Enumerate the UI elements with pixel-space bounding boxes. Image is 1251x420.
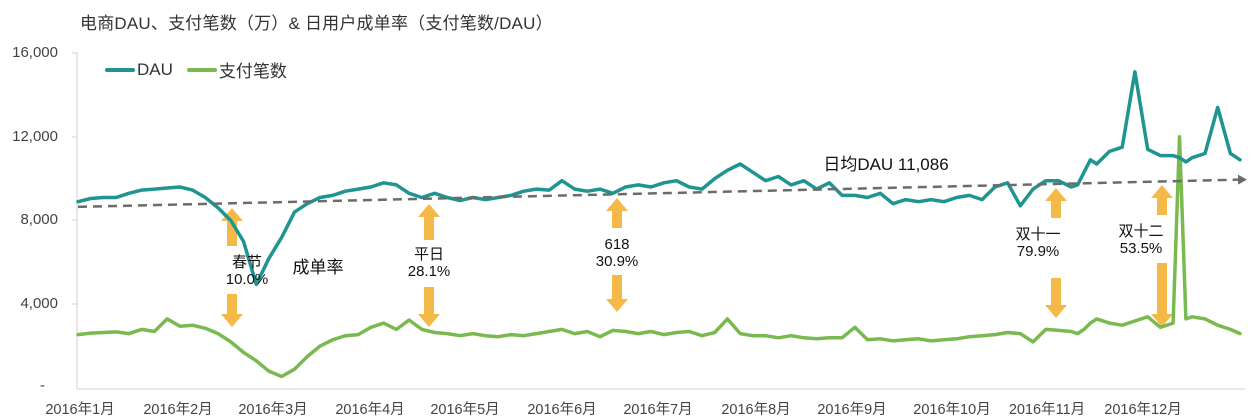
x-tick-mar: 2016年3月 <box>238 402 308 418</box>
annotation-618-name: 618 <box>604 236 630 253</box>
legend-label-dau: DAU <box>137 59 173 79</box>
x-tick-nov: 2016年11月 <box>1008 402 1086 418</box>
legend-item-dau: DAU <box>105 60 173 80</box>
annotation-spring-name: 春节 <box>231 254 263 271</box>
orange-arrow-icon <box>1151 185 1173 215</box>
orange-arrow-icon <box>221 294 243 327</box>
annotation-double12: 双十二 53.5% <box>1118 223 1163 257</box>
x-tick-feb: 2016年2月 <box>143 402 213 418</box>
x-tick-jul: 2016年7月 <box>623 402 693 418</box>
payments-series-line <box>76 135 1242 379</box>
x-tick-dec: 2016年12月 <box>1104 402 1182 418</box>
annotation-weekday-rate: 28.1% <box>407 263 451 280</box>
annotation-double11: 双十一 79.9% <box>1015 226 1060 260</box>
annotation-618: 618 30.9% <box>596 236 639 270</box>
payments-legend-swatch-icon <box>186 67 217 72</box>
dau-legend-swatch-icon <box>105 67 135 72</box>
legend-item-payments: 支付笔数 <box>186 57 287 82</box>
annotation-double11-rate: 79.9% <box>1016 243 1060 260</box>
x-tick-aug: 2016年8月 <box>721 402 791 418</box>
y-tick-16000: 16,000 <box>12 44 58 61</box>
chart-legend: DAU 支付笔数 <box>105 57 301 82</box>
x-tick-oct: 2016年10月 <box>913 402 991 418</box>
x-tick-jan: 2016年1月 <box>45 402 115 418</box>
y-tick-8000: 8,000 <box>20 211 58 228</box>
orange-arrow-icon <box>606 198 628 228</box>
x-tick-may: 2016年5月 <box>430 402 500 418</box>
annotation-double11-name: 双十一 <box>1015 226 1061 243</box>
y-tick-4000: 4,000 <box>20 295 58 312</box>
avg-dau-trend-line <box>77 178 1239 209</box>
trend-arrowhead-icon <box>1238 174 1247 185</box>
annotation-618-rate: 30.9% <box>595 253 639 270</box>
avg-dau-label: 日均DAU 11,086 <box>823 155 949 174</box>
annotation-double12-name: 双十二 <box>1118 223 1164 240</box>
annotation-weekday: 平日 28.1% <box>408 246 451 280</box>
x-tick-sep: 2016年9月 <box>817 402 887 418</box>
y-tick-12000: 12,000 <box>12 128 58 145</box>
annotation-double12-rate: 53.5% <box>1119 240 1163 257</box>
annotation-spring: 春节 10.0% <box>226 254 269 288</box>
orange-arrow-icon <box>1045 188 1067 218</box>
conversion-rate-label: 成单率 <box>292 258 344 277</box>
orange-arrow-icon <box>418 287 440 327</box>
x-tick-jun: 2016年6月 <box>527 402 597 418</box>
orange-arrow-icon <box>1151 263 1173 327</box>
orange-arrow-icon <box>418 204 440 240</box>
orange-arrow-icon <box>606 275 628 312</box>
x-tick-apr: 2016年4月 <box>335 402 405 418</box>
orange-arrow-icon <box>1045 278 1067 318</box>
annotation-weekday-name: 平日 <box>413 246 445 263</box>
annotation-arrows <box>221 185 1173 327</box>
legend-label-payments: 支付笔数 <box>218 62 287 81</box>
annotation-spring-rate: 10.0% <box>225 271 269 288</box>
chart-title: 电商DAU、支付笔数（万）& 日用户成单率（支付笔数/DAU） <box>80 14 553 33</box>
dau-series-line <box>76 70 1242 287</box>
y-tick-0: - <box>40 377 45 394</box>
